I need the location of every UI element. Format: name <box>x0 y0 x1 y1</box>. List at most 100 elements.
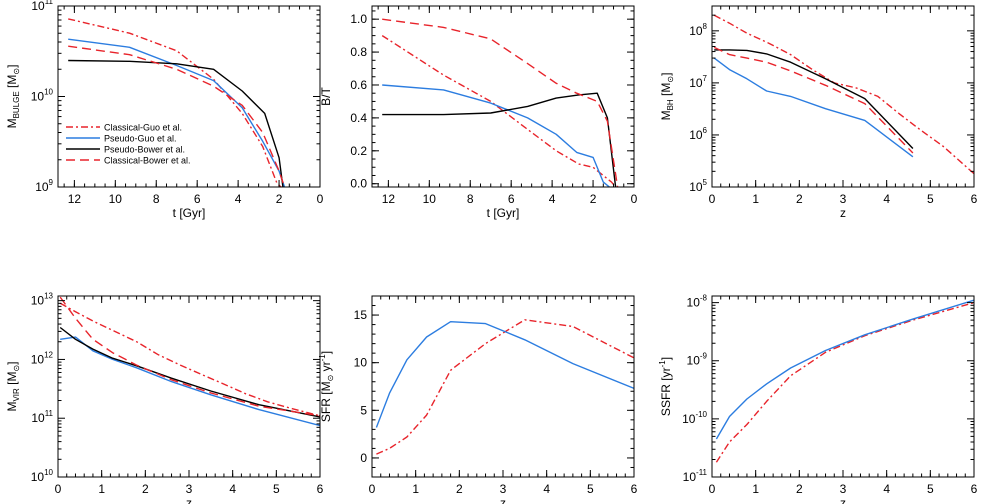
x-tick-label: 0 <box>369 482 376 496</box>
x-tick-label: 1 <box>752 482 759 496</box>
x-axis-label: z <box>840 206 846 220</box>
x-tick-label: 6 <box>631 482 638 496</box>
plot-frame <box>57 295 321 478</box>
panel-bh: 0 1 2 3 4 5 6 105 106 107 108 z MBH [M⊙] <box>659 5 978 220</box>
x-tick-label: 3 <box>500 482 507 496</box>
y-tick-label: 1010 <box>31 468 54 484</box>
x-tick-label: 5 <box>927 192 934 206</box>
y-tick-label: 1013 <box>31 292 54 308</box>
series-group <box>375 319 634 455</box>
x-axis-label: z <box>500 496 506 504</box>
series-group <box>59 296 320 427</box>
y-tick-label: 5 <box>360 403 367 417</box>
y-axis-label: MBULGE [M⊙] <box>5 65 21 129</box>
series-line-classical-bower-et-al- <box>59 296 320 417</box>
x-tick-label: 4 <box>229 482 236 496</box>
x-tick-label: 4 <box>549 192 556 206</box>
y-tick-label: 10-9 <box>687 352 708 368</box>
x-tick-label: 6 <box>971 482 978 496</box>
x-tick-label: 0 <box>709 192 716 206</box>
series-line-pseudo-guo-et-al- <box>68 38 286 187</box>
x-tick-label: 3 <box>840 482 847 496</box>
series-line-pseudo-bower-et-al- <box>714 49 914 149</box>
series-group <box>381 18 619 187</box>
x-axis-label: z <box>840 496 846 504</box>
y-tick-label: 105 <box>689 178 707 194</box>
panel-bulge: 12 10 8 6 4 2 0 109 1010 1011 t [Gyr] MBULGE [M⊙] Cl… <box>5 0 324 220</box>
y-tick-label: 15 <box>354 308 368 322</box>
x-tick-label: 1 <box>98 482 105 496</box>
x-tick-label: 2 <box>276 192 283 206</box>
y-tick-label: 0.8 <box>350 45 367 59</box>
legend-label: Pseudo-Bower et al. <box>104 145 185 155</box>
x-tick-label: 6 <box>317 482 324 496</box>
x-tick-label: 1 <box>752 192 759 206</box>
y-tick-label: 10-8 <box>687 294 708 310</box>
y-tick-label: 107 <box>689 74 707 90</box>
y-axis-label: SFR [M⊙ yr-1] <box>318 351 335 422</box>
x-tick-label: 2 <box>796 482 803 496</box>
x-tick-label: 5 <box>273 482 280 496</box>
x-tick-label: 2 <box>590 192 597 206</box>
series-line-classical-bower-et-al- <box>68 45 286 187</box>
series-group <box>713 14 974 175</box>
legend-label: Pseudo-Guo et al. <box>104 134 177 144</box>
x-tick-label: 10 <box>109 192 123 206</box>
x-tick-label: 0 <box>317 192 324 206</box>
series-line-classical-guo-et-al- <box>713 14 974 175</box>
series-line-pseudo-guo-et-al- <box>715 299 974 440</box>
y-axis-label: B/T <box>319 86 333 105</box>
x-tick-label: 6 <box>508 192 515 206</box>
series-line-pseudo-guo-et-al- <box>382 84 610 187</box>
x-tick-label: 2 <box>796 192 803 206</box>
y-tick-label: 1.0 <box>350 12 367 26</box>
x-tick-label: 4 <box>883 482 890 496</box>
series-line-pseudo-guo-et-al- <box>375 321 634 428</box>
x-tick-label: 12 <box>382 192 396 206</box>
series-line-classical-bower-et-al- <box>382 18 619 187</box>
x-tick-label: 0 <box>631 192 638 206</box>
plot-frame <box>711 5 975 188</box>
x-tick-label: 8 <box>153 192 160 206</box>
x-tick-label: 4 <box>883 192 890 206</box>
y-tick-label: 10 <box>354 356 368 370</box>
series-line-classical-guo-et-al- <box>59 302 320 417</box>
y-tick-label: 10-10 <box>682 410 707 426</box>
legend: Classical-Guo et al.Pseudo-Guo et al.Pse… <box>66 123 191 166</box>
y-tick-label: 1010 <box>31 88 54 104</box>
series-group <box>715 299 974 463</box>
y-tick-label: 106 <box>689 126 707 142</box>
x-tick-label: 0 <box>709 482 716 496</box>
legend-label: Classical-Guo et al. <box>104 123 182 133</box>
x-axis-label: t [Gyr] <box>173 206 206 220</box>
y-tick-label: 0.6 <box>350 78 367 92</box>
x-tick-label: 12 <box>68 192 82 206</box>
series-line-pseudo-bower-et-al- <box>382 92 617 187</box>
x-tick-label: 4 <box>543 482 550 496</box>
plot-frame <box>711 295 975 478</box>
series-line-classical-bower-et-al- <box>713 46 914 154</box>
x-tick-label: 5 <box>587 482 594 496</box>
panel-sfr: 0 1 2 3 4 5 6 0 5 10 15 z SFR [M⊙ yr-1] <box>318 295 638 504</box>
y-axis-label: MBH [M⊙] <box>659 73 675 121</box>
x-tick-label: 0 <box>55 482 62 496</box>
x-tick-label: 8 <box>467 192 474 206</box>
x-axis-label: t [Gyr] <box>487 206 520 220</box>
y-tick-label: 1011 <box>31 0 53 13</box>
series-line-pseudo-guo-et-al- <box>713 57 914 158</box>
y-tick-label: 0.2 <box>350 144 367 158</box>
y-tick-label: 0.0 <box>350 177 367 191</box>
y-tick-label: 0 <box>360 451 367 465</box>
y-tick-label: 108 <box>689 22 707 38</box>
x-tick-label: 5 <box>927 482 934 496</box>
x-axis-label: z <box>186 496 192 504</box>
y-axis-label: SSFR [yr-1] <box>658 357 673 416</box>
series-group <box>68 18 286 187</box>
x-tick-label: 1 <box>412 482 419 496</box>
x-tick-label: 10 <box>423 192 437 206</box>
y-tick-label: 1012 <box>31 350 54 366</box>
x-tick-label: 6 <box>194 192 201 206</box>
panel-vir: 0 1 2 3 4 5 6 1010 1011 1012 1013 z MVIR [M⊙] <box>5 292 324 504</box>
x-tick-label: 2 <box>456 482 463 496</box>
series-line-classical-guo-et-al- <box>715 301 974 463</box>
